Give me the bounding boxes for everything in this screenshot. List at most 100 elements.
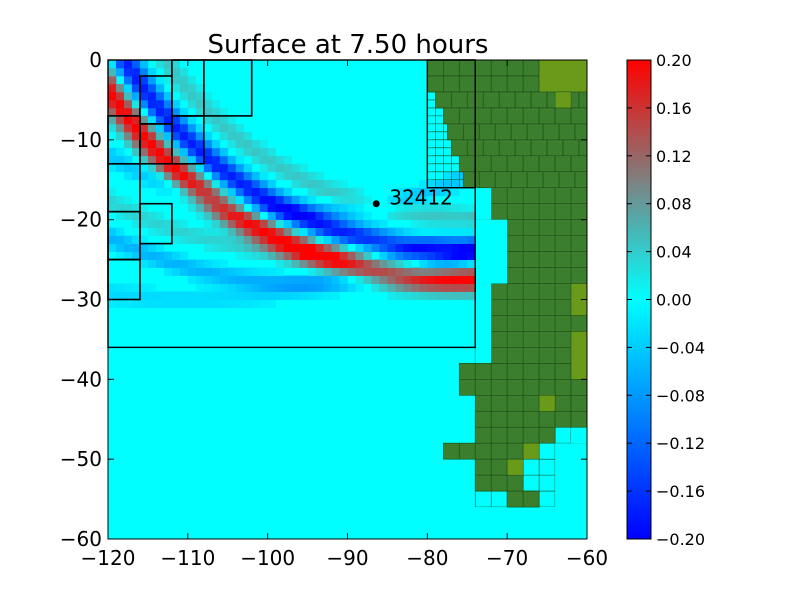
heatmap-cell <box>195 203 205 213</box>
heatmap-cell <box>115 91 125 101</box>
heatmap-cell <box>283 155 293 165</box>
heatmap-cell <box>171 259 181 268</box>
heatmap-cell <box>155 60 165 69</box>
heatmap-cell <box>371 243 380 252</box>
heatmap-cell <box>443 211 452 221</box>
heatmap-cell <box>435 267 444 276</box>
heatmap-cell <box>395 291 404 300</box>
heatmap-cell <box>323 283 332 292</box>
heatmap-cell <box>451 259 460 268</box>
land-cell <box>538 379 556 396</box>
land-row <box>474 187 588 205</box>
heatmap-cell <box>139 283 149 292</box>
heatmap-cell <box>211 99 221 109</box>
heatmap-cell <box>419 251 428 260</box>
heatmap-cell <box>155 115 165 125</box>
heatmap-cell <box>235 243 245 252</box>
heatmap-cell <box>131 139 141 149</box>
land-cell <box>478 171 496 189</box>
heatmap-cell <box>403 291 412 300</box>
heatmap-cell <box>163 227 173 237</box>
gauge-label: 32412 <box>389 186 453 210</box>
heatmap-cell <box>267 227 277 237</box>
heatmap-cell <box>203 283 213 292</box>
heatmap-cell <box>315 291 324 300</box>
heatmap-cell <box>251 155 261 165</box>
land-cell <box>514 91 532 109</box>
land-cell <box>506 363 524 380</box>
heatmap-cell <box>443 203 452 213</box>
heatmap-cell <box>187 99 197 109</box>
heatmap-cell <box>323 227 332 237</box>
heatmap-cell <box>235 147 245 157</box>
heatmap-cell <box>163 67 173 77</box>
land-cell <box>490 363 508 380</box>
heatmap-cell <box>371 259 380 268</box>
heatmap-cell <box>395 235 404 245</box>
x-tick-label: −110 <box>160 546 215 570</box>
heatmap-cell <box>451 267 460 276</box>
heatmap-cell <box>443 291 452 300</box>
heatmap-cell <box>435 187 444 197</box>
heatmap-cell <box>123 203 133 213</box>
land-row <box>506 251 588 268</box>
heatmap-cell <box>131 91 141 101</box>
heatmap-cell <box>243 275 253 284</box>
heatmap-cell <box>451 235 460 245</box>
land-highlight <box>506 458 524 476</box>
heatmap-cell <box>211 267 221 276</box>
land-row <box>474 347 588 364</box>
heatmap-cell <box>195 211 205 221</box>
heatmap-cell <box>211 259 221 268</box>
heatmap-cell <box>299 163 308 173</box>
heatmap-cell <box>203 267 213 276</box>
heatmap-cell <box>211 155 221 165</box>
heatmap-cell <box>147 283 157 292</box>
gauge-point <box>372 200 380 208</box>
heatmap-cell <box>235 195 245 205</box>
heatmap-cell <box>427 259 436 268</box>
heatmap-cell <box>283 171 293 181</box>
heatmap-cell <box>187 171 197 181</box>
heatmap-cell <box>171 291 181 300</box>
heatmap-cell <box>259 219 269 229</box>
heatmap-cell <box>307 251 316 260</box>
heatmap-cell <box>147 99 157 109</box>
heatmap-cell <box>323 211 332 221</box>
heatmap-cell <box>211 123 221 133</box>
heatmap-cell <box>283 283 293 292</box>
heatmap-cell <box>123 163 133 173</box>
heatmap-cell <box>179 67 189 77</box>
heatmap-cell <box>115 227 125 237</box>
heatmap-cell <box>331 251 340 260</box>
heatmap-cell <box>195 179 205 189</box>
heatmap-cell <box>171 115 181 125</box>
x-tick-label: −80 <box>406 546 448 570</box>
heatmap-cell <box>123 155 133 165</box>
heatmap-cell <box>235 131 245 141</box>
heatmap-cell <box>451 283 460 292</box>
heatmap-cell <box>108 99 117 109</box>
land-cell <box>494 171 512 189</box>
heatmap-cell <box>227 275 237 284</box>
heatmap-cell <box>467 235 476 245</box>
heatmap-cell <box>243 211 253 221</box>
land-cell <box>510 123 528 141</box>
heatmap-cell <box>275 227 285 237</box>
land-cell <box>570 155 588 173</box>
heatmap-cell <box>467 283 476 292</box>
heatmap-cell <box>147 123 157 133</box>
heatmap-cell <box>139 259 149 268</box>
heatmap-cell <box>403 195 412 205</box>
heatmap-cell <box>147 227 157 237</box>
heatmap-cell <box>219 267 229 276</box>
heatmap-cell <box>387 267 396 276</box>
heatmap-cell <box>259 283 269 292</box>
heatmap-cell <box>299 243 308 252</box>
heatmap-cell <box>259 275 269 284</box>
heatmap-cell <box>219 147 229 157</box>
heatmap-cell <box>187 91 197 101</box>
heatmap-cell <box>435 243 444 252</box>
heatmap-cell <box>171 267 181 276</box>
